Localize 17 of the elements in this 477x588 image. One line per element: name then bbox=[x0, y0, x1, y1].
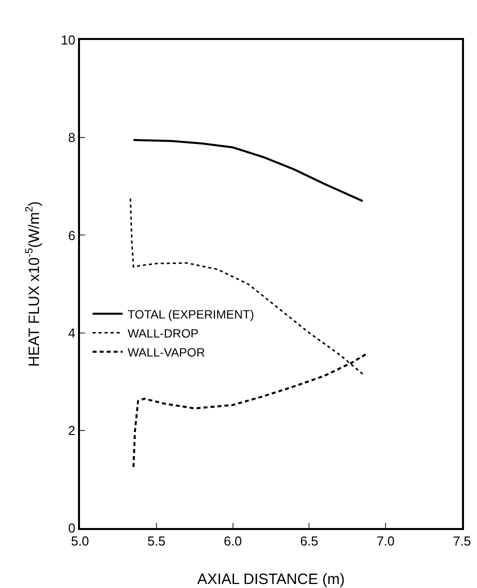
y-tick-label: 0 bbox=[68, 520, 76, 536]
y-tick-label: 10 bbox=[60, 32, 76, 48]
legend-label: WALL-DROP bbox=[128, 326, 199, 340]
y-tick-label: 8 bbox=[68, 130, 76, 146]
x-tick-label: 6.5 bbox=[300, 534, 318, 549]
line-series bbox=[132, 139, 364, 202]
x-tick-label: 5.5 bbox=[147, 534, 166, 549]
legend-label: TOTAL (EXPERIMENT) bbox=[128, 307, 254, 322]
y-tick-label: 2 bbox=[68, 422, 76, 438]
x-tick-label: 5.0 bbox=[70, 534, 90, 549]
y-tick-label: 6 bbox=[68, 228, 76, 243]
x-tick-label: 7.0 bbox=[376, 534, 395, 549]
legend-label: WALL-VAPOR bbox=[128, 345, 206, 360]
y-tick-label: 4 bbox=[68, 325, 76, 340]
x-tick-label: 6.0 bbox=[224, 534, 242, 549]
x-axis-title: AXIAL DISTANCE (m) bbox=[197, 571, 345, 588]
x-tick-label: 7.5 bbox=[452, 534, 472, 549]
